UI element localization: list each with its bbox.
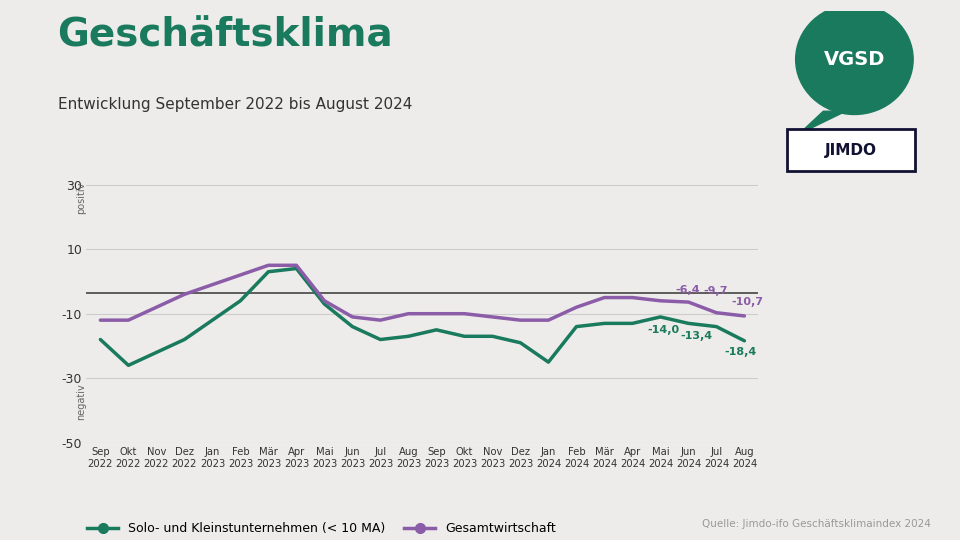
Text: -14,0: -14,0 — [648, 325, 680, 335]
Text: -9,7: -9,7 — [704, 286, 729, 296]
Legend: Solo- und Kleinstunternehmen (< 10 MA), Gesamtwirtschaft: Solo- und Kleinstunternehmen (< 10 MA), … — [82, 517, 562, 540]
Text: JIMDO: JIMDO — [825, 143, 876, 158]
Polygon shape — [799, 111, 846, 134]
Text: Geschäftsklima: Geschäftsklima — [58, 16, 394, 54]
Text: negativ: negativ — [76, 383, 85, 420]
Text: positiv: positiv — [76, 181, 85, 214]
Circle shape — [796, 4, 913, 114]
Text: -18,4: -18,4 — [725, 347, 757, 357]
Text: Quelle: Jimdo-ifo Geschäftsklimaindex 2024: Quelle: Jimdo-ifo Geschäftsklimaindex 20… — [703, 519, 931, 529]
Text: -6,4: -6,4 — [676, 285, 701, 295]
Text: -13,4: -13,4 — [680, 332, 712, 341]
FancyBboxPatch shape — [787, 129, 915, 171]
Text: VGSD: VGSD — [824, 50, 885, 69]
Text: -10,7: -10,7 — [732, 297, 764, 307]
Text: Entwicklung September 2022 bis August 2024: Entwicklung September 2022 bis August 20… — [58, 97, 412, 112]
